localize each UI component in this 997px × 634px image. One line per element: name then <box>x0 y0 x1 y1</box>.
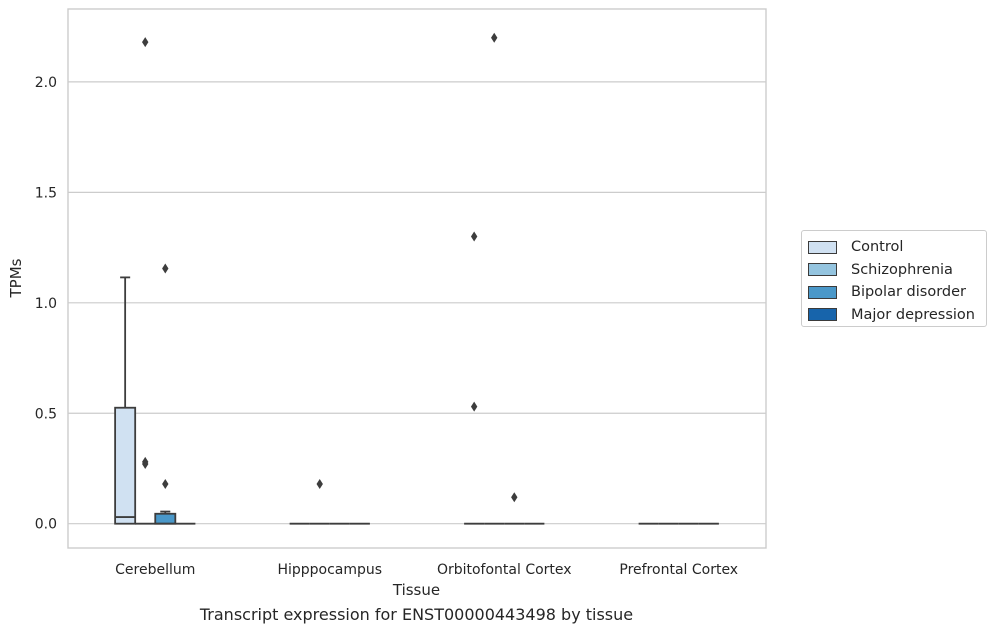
legend-item-control: Control <box>808 236 986 259</box>
outlier-point <box>470 231 478 242</box>
tick-labels: 0.0 0.5 1.0 1.5 2.0 Cerebellum Hipppocampus Orb… <box>35 75 738 578</box>
legend-label-bipolar-disorder: Bipolar disorder <box>851 284 966 301</box>
legend-label-major-depression: Major depression <box>851 306 975 323</box>
legend-swatch-control <box>808 240 837 254</box>
box-schizophrenia <box>135 37 156 525</box>
x-axis-title: Tissue <box>392 581 440 599</box>
x-tick-label: Orbitofontal Cortex <box>437 562 572 578</box>
y-tick-label: 0.5 <box>35 406 57 422</box>
outlier-point <box>162 263 169 274</box>
box-bipolar-disorder <box>504 492 525 525</box>
legend-label-control: Control <box>851 239 904 256</box>
chart-caption: Transcript expression for ENST0000044349… <box>199 605 634 624</box>
outlier-point <box>142 37 149 48</box>
box-body <box>154 512 177 525</box>
x-tick-label: Hipppocampus <box>277 562 382 578</box>
plot-frame <box>67 8 767 549</box>
y-axis-title: TPMs <box>7 258 25 298</box>
legend-item-major-depression: Major depression <box>808 304 986 327</box>
outlier-point <box>511 492 518 503</box>
legend-swatch-bipolar-disorder <box>808 285 837 299</box>
box-schizophrenia <box>309 478 330 525</box>
outlier-point <box>316 478 323 489</box>
outlier-point <box>162 478 169 489</box>
box-control <box>114 276 137 525</box>
box-body <box>114 406 137 525</box>
legend-swatch-schizophrenia <box>808 263 837 277</box>
outlier-point <box>491 32 498 43</box>
grid-lines <box>68 81 766 525</box>
legend: Control Schizophrenia Bipolar disorder M… <box>801 230 987 327</box>
y-tick-label: 0.0 <box>35 517 57 533</box>
y-tick-label: 1.5 <box>35 185 57 201</box>
box-schizophrenia <box>484 32 505 525</box>
y-tick-label: 2.0 <box>35 75 57 91</box>
x-tick-label: Prefrontal Cortex <box>619 562 738 578</box>
plot-border <box>67 8 767 549</box>
legend-swatch-major-depression <box>808 308 837 322</box>
legend-label-schizophrenia: Schizophrenia <box>851 261 953 278</box>
box-bipolar-disorder <box>154 263 177 525</box>
legend-item-schizophrenia: Schizophrenia <box>808 259 986 282</box>
x-tick-label: Cerebellum <box>115 562 195 578</box>
y-tick-label: 1.0 <box>35 296 57 312</box>
legend-item-bipolar-disorder: Bipolar disorder <box>808 281 986 304</box>
outlier-point <box>470 401 478 412</box>
outlier-point <box>142 459 149 470</box>
boxes <box>114 32 719 525</box>
box-control <box>464 231 485 525</box>
